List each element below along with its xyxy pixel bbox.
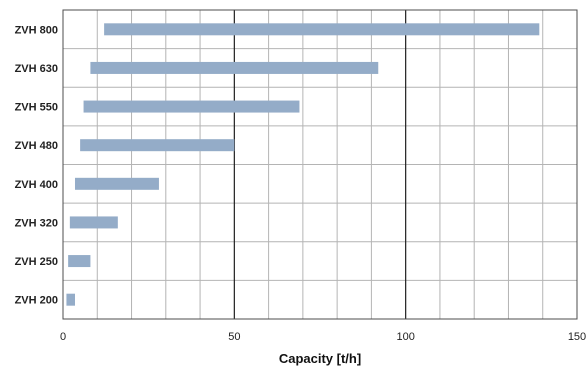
bar-zvh-200 [66, 293, 75, 306]
bar-zvh-250 [68, 255, 91, 268]
y-category-label: ZVH 480 [15, 140, 58, 152]
x-axis-title: Capacity [t/h] [279, 351, 361, 366]
y-category-label: ZVH 630 [15, 63, 58, 75]
x-tick-label: 0 [60, 331, 66, 343]
x-ticks: 0 50 100 150 [60, 331, 586, 343]
y-category-label: ZVH 250 [15, 256, 58, 268]
y-category-label: ZVH 320 [15, 217, 58, 229]
y-category-label: ZVH 550 [15, 102, 58, 114]
bar-zvh-630 [90, 61, 379, 74]
x-tick-label: 50 [228, 331, 240, 343]
plot-frame [62, 9, 578, 320]
bar-zvh-550 [83, 100, 300, 113]
y-category-label: ZVH 800 [15, 24, 58, 36]
bar-zvh-800 [104, 23, 540, 36]
bar-zvh-480 [80, 139, 235, 152]
bars [66, 23, 540, 306]
bar-zvh-400 [74, 177, 159, 190]
x-tick-label: 100 [396, 331, 414, 343]
x-tick-label: 150 [568, 331, 586, 343]
grid [63, 10, 577, 319]
bar-zvh-320 [69, 216, 118, 229]
y-category-label: ZVH 200 [15, 295, 58, 307]
y-category-labels: ZVH 800 ZVH 630 ZVH 550 ZVH 480 ZVH 400 ZVH 3… [15, 24, 58, 306]
y-category-label: ZVH 400 [15, 179, 58, 191]
